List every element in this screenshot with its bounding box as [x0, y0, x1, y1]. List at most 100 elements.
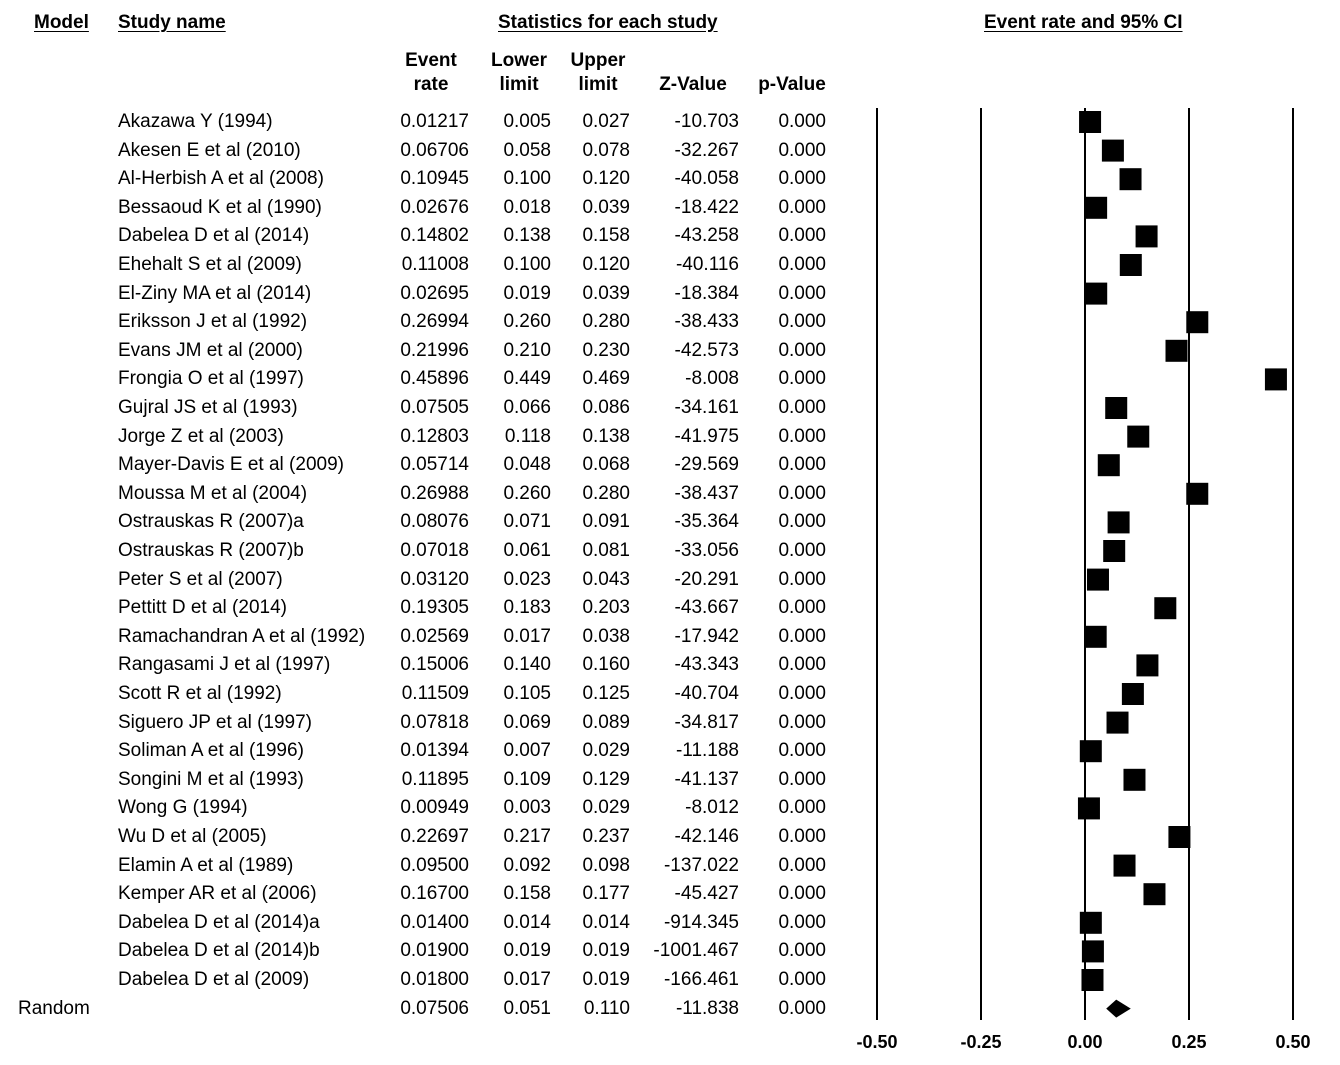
cell-upper: 0.078: [582, 139, 630, 161]
cell-upper: 0.027: [582, 111, 630, 132]
cell-event-rate: 0.01394: [400, 740, 469, 762]
study-name: Jorge Z et al (2003): [118, 425, 284, 447]
study-point: [1106, 711, 1129, 734]
cell-z: -38.437: [674, 482, 739, 504]
table-row: Ostrauskas R (2007)a 0.08076 0.071 0.091 -35…: [0, 508, 860, 536]
cell-z: -35.364: [674, 511, 739, 533]
study-name: Frongia O et al (1997): [118, 368, 304, 390]
table-row: Evans JM et al (2000) 0.21996 0.210 0.230 -4…: [0, 337, 860, 365]
summary-event-rate: 0.07506: [400, 997, 469, 1019]
table-row: Dabelea D et al (2009) 0.01800 0.017 0.019 -…: [0, 966, 860, 994]
cell-upper: 0.129: [582, 768, 630, 790]
table-row: Rangasami J et al (1997) 0.15006 0.140 0.16…: [0, 651, 860, 679]
cell-upper: 0.280: [582, 311, 630, 333]
cell-event-rate: 0.07505: [400, 397, 469, 418]
model-header: Model: [34, 12, 89, 33]
cell-event-rate: 0.07818: [400, 711, 469, 733]
cell-z: -166.461: [663, 969, 739, 990]
table-row: Al-Herbish A et al (2008) 0.10945 0.100 0.1…: [0, 165, 860, 193]
cell-p: 0.000: [778, 225, 826, 247]
study-point: [1103, 540, 1126, 562]
study-name: Rangasami J et al (1997): [118, 654, 331, 676]
cell-z: -40.116: [675, 254, 739, 275]
cell-upper: 0.029: [582, 740, 630, 762]
cell-event-rate: 0.19305: [400, 597, 469, 619]
cell-event-rate: 0.09500: [400, 854, 469, 876]
cell-lower: 0.140: [503, 654, 551, 676]
cell-upper: 0.014: [582, 911, 630, 933]
x-tick-label: 0.25: [1171, 1032, 1206, 1052]
cell-lower: 0.069: [503, 711, 551, 733]
cell-upper: 0.469: [582, 368, 630, 390]
cell-z: -43.667: [674, 597, 739, 619]
cell-p: 0.000: [778, 797, 826, 819]
study-name: Soliman A et al (1996): [118, 740, 304, 762]
cell-z: -43.343: [674, 654, 739, 676]
table-row: Jorge Z et al (2003) 0.12803 0.118 0.138 -41…: [0, 423, 860, 451]
study-point: [1097, 454, 1120, 477]
cell-event-rate: 0.16700: [400, 883, 469, 905]
study-name: Dabelea D et al (2009): [118, 969, 310, 990]
cell-z: -43.258: [674, 225, 739, 247]
cell-event-rate: 0.00949: [400, 797, 469, 819]
cell-z: -18.422: [674, 196, 739, 218]
study-name: Wong G (1994): [118, 797, 248, 819]
cell-lower: 0.138: [503, 225, 551, 247]
study-name: Ostrauskas R (2007)b: [118, 540, 304, 561]
cell-event-rate: 0.02569: [400, 625, 469, 647]
cell-lower: 0.100: [503, 168, 551, 190]
study-point: [1165, 339, 1188, 362]
upper-limit-header-line1: Upper: [570, 50, 626, 71]
cell-lower: 0.058: [503, 139, 551, 161]
cell-upper: 0.138: [582, 425, 630, 447]
study-point: [1127, 425, 1150, 448]
summary-row: Random 0.07506 0.051 0.110 -11.838 0.000: [0, 995, 860, 1023]
cell-upper: 0.081: [582, 540, 630, 561]
table-row: Scott R et al (1992) 0.11509 0.105 0.125 -40…: [0, 680, 860, 708]
cell-lower: 0.003: [503, 797, 551, 819]
cell-p: 0.000: [778, 683, 826, 704]
cell-event-rate: 0.21996: [400, 339, 469, 361]
cell-z: -40.704: [674, 683, 739, 704]
event-rate-header-line2: rate: [413, 74, 449, 95]
cell-p: 0.000: [778, 111, 826, 132]
cell-p: 0.000: [778, 254, 826, 275]
cell-z: -42.573: [674, 339, 739, 361]
cell-upper: 0.086: [582, 397, 630, 418]
cell-event-rate: 0.08076: [400, 511, 469, 533]
cell-event-rate: 0.11895: [401, 768, 469, 790]
cell-p: 0.000: [778, 940, 826, 962]
study-name: Moussa M et al (2004): [118, 482, 308, 504]
study-point: [1119, 254, 1142, 276]
cell-lower: 0.048: [503, 454, 551, 476]
cell-p: 0.000: [778, 854, 826, 876]
cell-event-rate: 0.11509: [401, 683, 469, 704]
cell-lower: 0.158: [503, 883, 551, 905]
cell-event-rate: 0.02695: [400, 282, 469, 304]
table-row: Mayer-Davis E et al (2009) 0.05714 0.048 0.…: [0, 451, 860, 479]
cell-lower: 0.019: [503, 282, 551, 304]
study-point: [1123, 768, 1146, 791]
table-row: Ostrauskas R (2007)b 0.07018 0.061 0.081 -33…: [0, 537, 860, 565]
summary-lower: 0.051: [503, 997, 551, 1019]
cell-z: -8.008: [685, 368, 739, 390]
cell-p: 0.000: [778, 339, 826, 361]
cell-upper: 0.029: [582, 797, 630, 819]
x-tick-label: 0.50: [1275, 1032, 1310, 1052]
cell-p: 0.000: [778, 397, 826, 418]
table-row: Akazawa Y (1994) 0.01217 0.005 0.027 -10.703…: [0, 108, 860, 136]
table-row: Eriksson J et al (1992) 0.26994 0.260 0.280…: [0, 308, 860, 336]
study-point: [1168, 826, 1191, 848]
cell-z: -34.817: [674, 711, 739, 733]
cell-lower: 0.017: [503, 625, 551, 647]
cell-event-rate: 0.01800: [400, 969, 469, 990]
cell-event-rate: 0.06706: [400, 139, 469, 161]
lower-limit-header-line2: limit: [499, 74, 539, 95]
study-point: [1136, 654, 1159, 677]
cell-upper: 0.043: [582, 568, 630, 590]
study-point: [1135, 225, 1158, 248]
cell-z: -40.058: [674, 168, 739, 190]
cell-lower: 0.449: [503, 368, 551, 390]
cell-event-rate: 0.05714: [400, 454, 469, 476]
